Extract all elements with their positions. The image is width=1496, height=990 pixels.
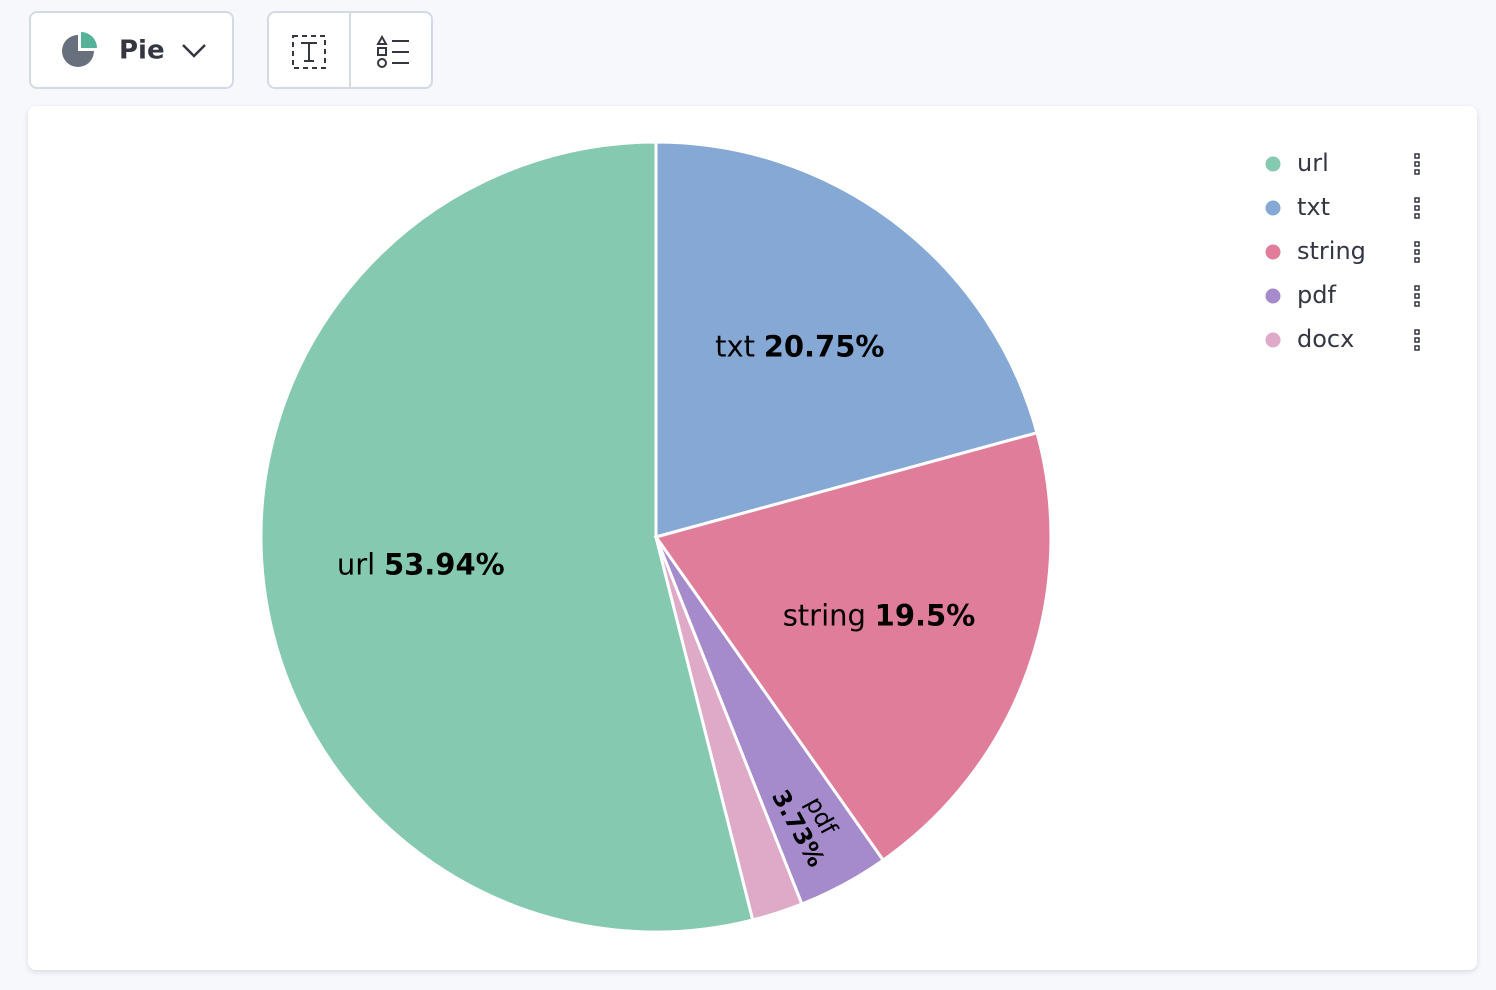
pie-slice (653, 430, 1053, 863)
legend-menu-dot (1414, 153, 1420, 159)
slice-label: string 19.5% (783, 598, 976, 632)
legend-menu-dot (1414, 329, 1420, 335)
legend-menu-dot (1414, 301, 1420, 307)
legend-menu-dot (1414, 293, 1420, 299)
legend-menu-dot (1414, 257, 1420, 263)
legend-label: pdf (1297, 281, 1336, 309)
slice-name: string (783, 598, 866, 632)
chart-type-button[interactable]: Pie (29, 11, 234, 89)
slice-label: url 53.94% (337, 547, 505, 581)
legend-swatch (1265, 332, 1281, 348)
legend-menu-dot (1414, 169, 1420, 175)
legend-label: docx (1297, 325, 1354, 353)
dropdown-arrow (182, 44, 206, 58)
slice-percent: 19.5% (875, 598, 976, 632)
labels-icon[interactable] (292, 35, 326, 69)
legend-swatch (1265, 156, 1281, 172)
legend-label: txt (1297, 193, 1330, 221)
slice-percent: 20.75% (764, 330, 885, 364)
pie-slice (654, 140, 1039, 539)
legend-menu-dot (1414, 249, 1420, 255)
toolbar-group (267, 11, 433, 89)
slice-percent: 53.94% (384, 547, 505, 581)
legend-menu-dot (1414, 241, 1420, 247)
legend-label: string (1297, 237, 1366, 265)
legend-menu-dot (1414, 337, 1420, 343)
legend-menu-dot (1414, 161, 1420, 167)
legend-swatch (1265, 244, 1281, 260)
pie-slice (654, 536, 804, 922)
chart-type-icon: Pie (62, 32, 206, 67)
legend-menu-dot (1414, 345, 1420, 351)
slice-name: url (337, 547, 375, 581)
pie-slice (259, 140, 755, 934)
legend-icon[interactable] (376, 34, 409, 68)
slice-label: txt 20.75% (715, 330, 884, 364)
chart-type-label: Pie (119, 36, 165, 66)
slice-name: txt (715, 330, 755, 364)
legend-menu-dot (1414, 213, 1420, 219)
legend-menu-dot (1414, 205, 1420, 211)
chart: url 53.94%txt 20.75%string 19.5%pdf3.73%url… (259, 140, 1420, 934)
labels-icon-t (301, 42, 317, 62)
chart-panel: url 53.94% txt 20.75% string 19.5% pdf3.73% url… (28, 106, 1477, 970)
legend-swatch (1265, 200, 1281, 216)
legend-menu-dot (1414, 285, 1420, 291)
legend-swatch (1265, 288, 1281, 304)
toolbar-icons (292, 13, 409, 87)
legend-menu-dot (1414, 197, 1420, 203)
pie-icon (62, 35, 94, 67)
legend-label: url (1297, 149, 1329, 177)
pie-icon-slice (81, 32, 97, 48)
